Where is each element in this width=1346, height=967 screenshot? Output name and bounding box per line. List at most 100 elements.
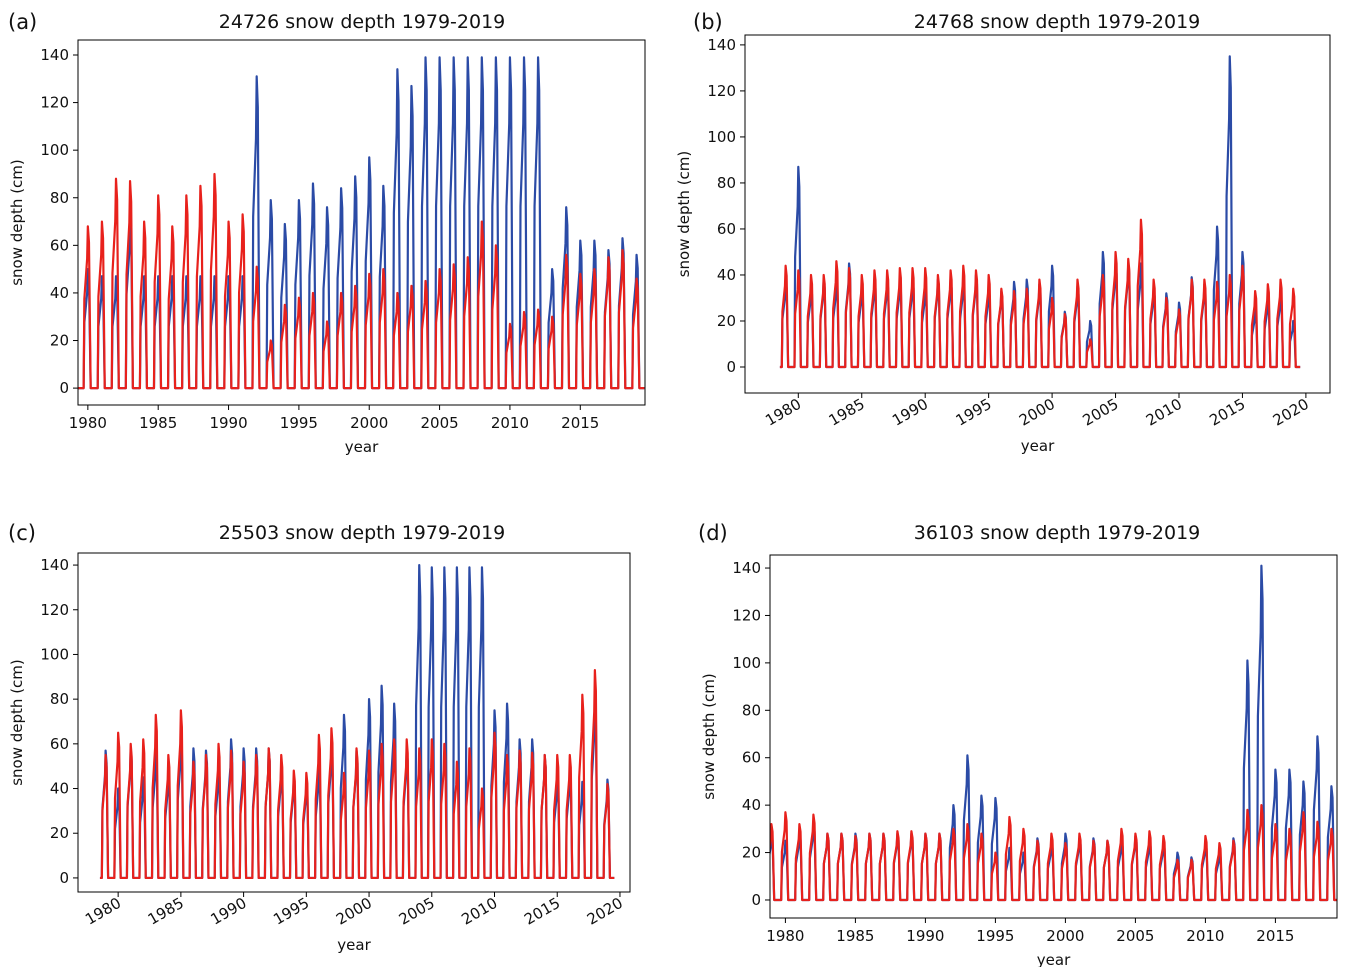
season-peak — [391, 291, 406, 390]
season-peak — [513, 749, 527, 880]
season-peak — [426, 738, 439, 880]
season-peak — [388, 738, 402, 880]
season-peak — [165, 225, 181, 390]
season-peak — [1073, 832, 1088, 902]
season-peak — [779, 264, 793, 369]
season-peak — [1262, 283, 1275, 369]
season-peak — [1283, 827, 1298, 902]
x-tick-label: 1995 — [280, 414, 318, 432]
y-tick-label: 120 — [40, 94, 69, 112]
plot-frame — [744, 34, 1331, 394]
season-peak — [1255, 804, 1270, 902]
season-peak — [1198, 278, 1212, 369]
x-tick-label: 2015 — [561, 414, 599, 432]
season-peak — [212, 742, 226, 880]
season-peak — [137, 220, 152, 390]
x-tick-label: 1990 — [209, 414, 247, 432]
season-peak — [489, 244, 504, 390]
season-peak — [187, 760, 201, 880]
x-tick-label: 1985 — [826, 395, 868, 430]
plot-lines — [779, 55, 1301, 369]
x-tick-label: 2010 — [1186, 927, 1224, 945]
season-peak — [180, 194, 195, 390]
season-peak — [123, 179, 138, 390]
y-tick-label: 100 — [732, 654, 761, 672]
season-peak — [338, 771, 351, 880]
x-tick-label: 2015 — [1256, 927, 1294, 945]
season-peak — [1224, 273, 1237, 369]
x-tick-label: 2000 — [1016, 395, 1058, 430]
season-peak — [830, 260, 844, 369]
y-tick-label: 140 — [732, 559, 761, 577]
y-tick-label: 140 — [40, 556, 69, 574]
x-tick-label: 1980 — [69, 414, 107, 432]
y-tick-label: 20 — [50, 332, 69, 350]
y-tick-label: 40 — [50, 780, 69, 798]
season-peak — [438, 742, 452, 880]
season-peak — [1311, 820, 1326, 902]
y-axis-label: snow depth (cm) — [700, 673, 718, 800]
season-peak — [1084, 338, 1098, 369]
season-peak — [970, 269, 983, 369]
season-peak — [1003, 815, 1018, 902]
x-axis-label: year — [337, 936, 371, 954]
y-tick-label: 60 — [50, 735, 69, 753]
chart-title: 24726 snow depth 1979-2019 — [219, 11, 506, 33]
panel-label: (d) — [698, 521, 728, 545]
subplot: (a) 24726 snow depth 1979-2019 0 20 40 60 80 10… — [8, 10, 646, 456]
season-peak — [573, 272, 589, 390]
y-tick-label: 60 — [717, 220, 736, 238]
season-peak — [451, 760, 464, 880]
season-peak — [1199, 834, 1214, 902]
season-peak — [325, 727, 339, 880]
subplot: (d) 36103 snow depth 1979-2019 0 20 40 60 80 10… — [698, 521, 1338, 967]
x-tick-label: 2010 — [1143, 395, 1185, 430]
panel-label: (c) — [8, 521, 36, 545]
season-peak — [405, 284, 420, 390]
season-peak — [461, 256, 476, 390]
season-peak — [151, 194, 166, 390]
season-peak — [1122, 257, 1136, 369]
x-tick-label: 2005 — [1079, 395, 1121, 430]
y-axis-label: snow depth (cm) — [8, 659, 26, 786]
plot-lines — [99, 563, 615, 880]
season-peak — [1008, 289, 1021, 369]
season-peak — [401, 738, 414, 880]
season-peak — [805, 273, 818, 369]
season-peak — [551, 753, 565, 880]
season-peak — [1236, 264, 1250, 369]
season-peak — [1185, 858, 1200, 902]
season-peak — [868, 269, 882, 369]
season-peak — [793, 823, 808, 902]
season-peak — [576, 693, 590, 880]
y-tick-label: 100 — [40, 645, 69, 663]
season-peak — [250, 265, 265, 390]
season-peak — [1059, 312, 1072, 369]
x-tick-label: 1990 — [889, 395, 931, 430]
y-tick-label: 0 — [59, 869, 69, 887]
plot-lines — [770, 564, 1337, 902]
plot-frame — [77, 552, 631, 893]
x-tick-label: 1985 — [836, 927, 874, 945]
season-peak — [225, 749, 238, 880]
season-peak — [501, 753, 514, 880]
season-peak — [891, 830, 906, 902]
x-tick-label: 2000 — [350, 414, 388, 432]
season-peak — [588, 268, 603, 390]
season-peak — [989, 851, 1004, 902]
season-peak — [1097, 273, 1110, 369]
season-peak — [1241, 808, 1256, 902]
season-peak — [376, 268, 392, 390]
y-tick-label: 20 — [717, 312, 736, 330]
x-tick-label: 1985 — [145, 894, 187, 929]
season-peak — [792, 269, 806, 369]
season-peak — [863, 832, 878, 902]
x-axis-label: year — [1037, 951, 1071, 967]
x-tick-label: 2010 — [491, 414, 529, 432]
season-peak — [975, 832, 990, 902]
season-peak — [200, 753, 213, 880]
y-tick-label: 0 — [751, 891, 761, 909]
season-peak — [150, 713, 163, 880]
y-axis-label: snow depth (cm) — [675, 151, 693, 278]
